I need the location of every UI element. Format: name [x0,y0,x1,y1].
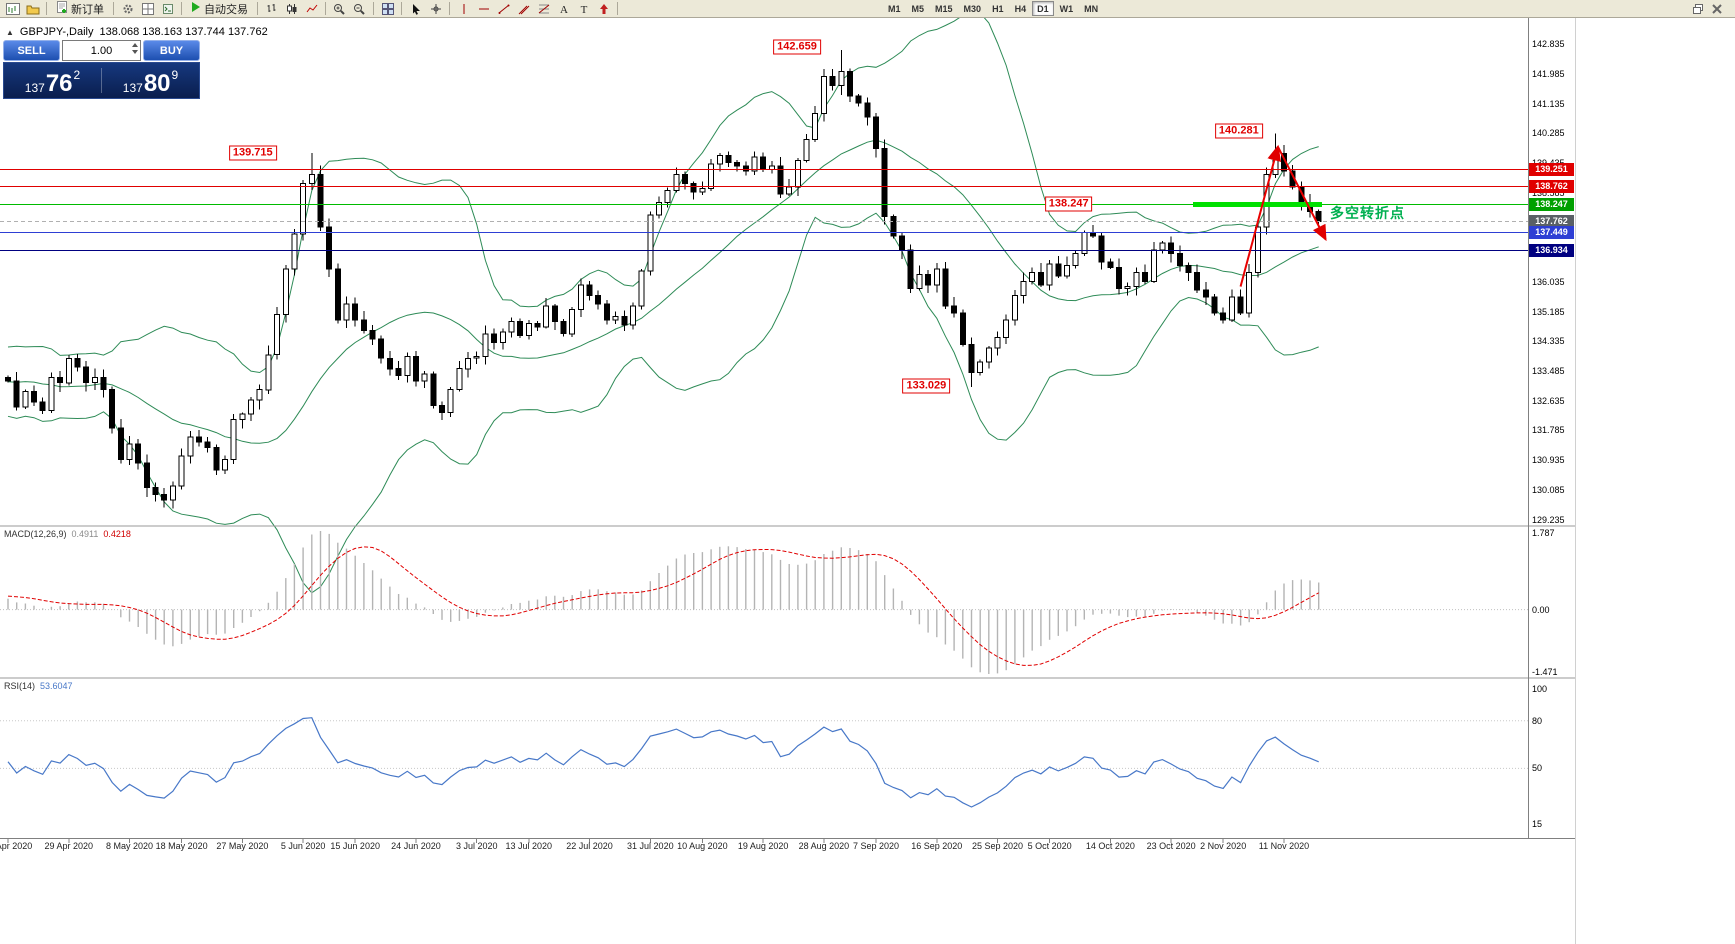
indicator-panes [0,531,1528,808]
timeframe-h4[interactable]: H4 [1010,1,1032,16]
chart-objects[interactable] [0,144,1528,287]
chart-grid-icon[interactable] [138,1,157,17]
toolbar-separator [325,2,326,15]
arrow-icon[interactable] [594,1,613,17]
rsi-name: RSI(14) [4,681,36,691]
timeframe-m15[interactable]: M15 [930,1,958,16]
bollinger-bands [7,10,1319,594]
volume-spinner[interactable] [132,43,138,54]
label-icon[interactable]: T [574,1,593,17]
buy-button[interactable]: BUY [143,40,200,61]
timeframe-m5[interactable]: M5 [907,1,930,16]
candlestick-chart-icon[interactable] [282,1,301,17]
volume-value: 1.00 [90,44,113,57]
macd-signal-value: 0.4218 [103,529,131,539]
spin-up-icon[interactable] [132,43,138,47]
new-order-button-label: 新订单 [71,3,104,16]
timeframe-m30[interactable]: M30 [959,1,987,16]
svg-text:T: T [580,4,587,15]
fibonacci-icon[interactable] [534,1,553,17]
ask-pips: 80 [143,69,171,97]
one-click-toggle-icon[interactable]: ▲ [6,27,14,37]
bid-pips: 76 [45,69,73,97]
bid-big-figure: 137 [24,81,45,95]
autotrading-button[interactable]: 自动交易 [186,1,253,17]
trend-arrow-object[interactable] [1239,144,1282,287]
new-order-icon [56,1,68,16]
trend-arrow-object[interactable] [1276,146,1327,242]
svg-text:A: A [560,4,568,15]
toolbar-separator [181,2,182,15]
toolbar-separator [257,2,258,15]
rsi-label: RSI(14) 53.6047 [4,681,73,691]
ohlc-values: 138.068 138.163 137.744 137.762 [99,26,268,38]
timeframe-w1[interactable]: W1 [1055,1,1079,16]
toolbar-separator [113,2,114,15]
sell-button[interactable]: SELL [3,40,60,61]
timeframe-d1[interactable]: D1 [1032,1,1054,16]
new-chart-icon[interactable] [3,1,22,17]
new-order-button[interactable]: 新订单 [51,1,109,17]
expert-advisors-icon[interactable] [118,1,137,17]
toolbar-separator [617,2,618,15]
symbol-info-line: ▲ GBPJPY-,Daily 138.068 138.163 137.744 … [6,26,268,38]
restore-window-icon[interactable] [1688,1,1707,17]
tile-windows-icon[interactable] [378,1,397,17]
timeframe-mn[interactable]: MN [1079,1,1103,16]
toolbar-separator [373,2,374,15]
ask-price: 137 80 9 [102,63,199,98]
macd-name: MACD(12,26,9) [4,529,67,539]
timeframe-m1[interactable]: M1 [883,1,906,16]
macd-label: MACD(12,26,9) 0.4911 0.4218 [4,529,131,539]
bid-price: 137 76 2 [4,63,101,98]
ask-big-figure: 137 [122,81,143,95]
play-icon [191,2,201,15]
scripts-icon[interactable] [158,1,177,17]
autotrading-button-label: 自动交易 [204,3,248,16]
rsi-line [7,717,1319,808]
zoom-out-icon[interactable] [350,1,369,17]
ask-point: 9 [171,68,179,82]
cursor-icon[interactable] [406,1,425,17]
crosshair-icon[interactable] [426,1,445,17]
toolbar-separator [46,2,47,15]
price-divider [101,68,102,93]
symbol-period-label: GBPJPY-,Daily [19,26,94,38]
bar-chart-icon[interactable] [262,1,281,17]
one-click-trading-panel: SELL 1.00 BUY 137 76 2 137 80 9 [3,40,200,99]
vertical-line-icon[interactable] [454,1,473,17]
macd-main-value: 0.4911 [71,529,99,539]
toolbar-separator [401,2,402,15]
toolbar: 新订单 自动交易 A T M1 M5 M15 M30 H1 H4 D1 W1 MN [0,0,1735,18]
profiles-icon[interactable] [23,1,42,17]
spin-down-icon[interactable] [132,50,138,54]
macd-signal-line [7,546,1319,666]
toolbar-right-icons [1688,1,1726,17]
trendline-icon[interactable] [494,1,513,17]
zoom-in-icon[interactable] [330,1,349,17]
timeframe-h1[interactable]: H1 [987,1,1009,16]
volume-input[interactable]: 1.00 [62,40,141,61]
line-chart-icon[interactable] [302,1,321,17]
candlestick-series[interactable] [5,50,1322,509]
bid-point: 2 [73,68,81,82]
channel-icon[interactable] [514,1,533,17]
rsi-value: 53.6047 [40,681,73,691]
text-icon[interactable]: A [554,1,573,17]
pane-frames [0,18,1576,944]
horizontal-line-icon[interactable] [474,1,493,17]
close-window-icon[interactable] [1707,1,1726,17]
toolbar-separator [449,2,450,15]
